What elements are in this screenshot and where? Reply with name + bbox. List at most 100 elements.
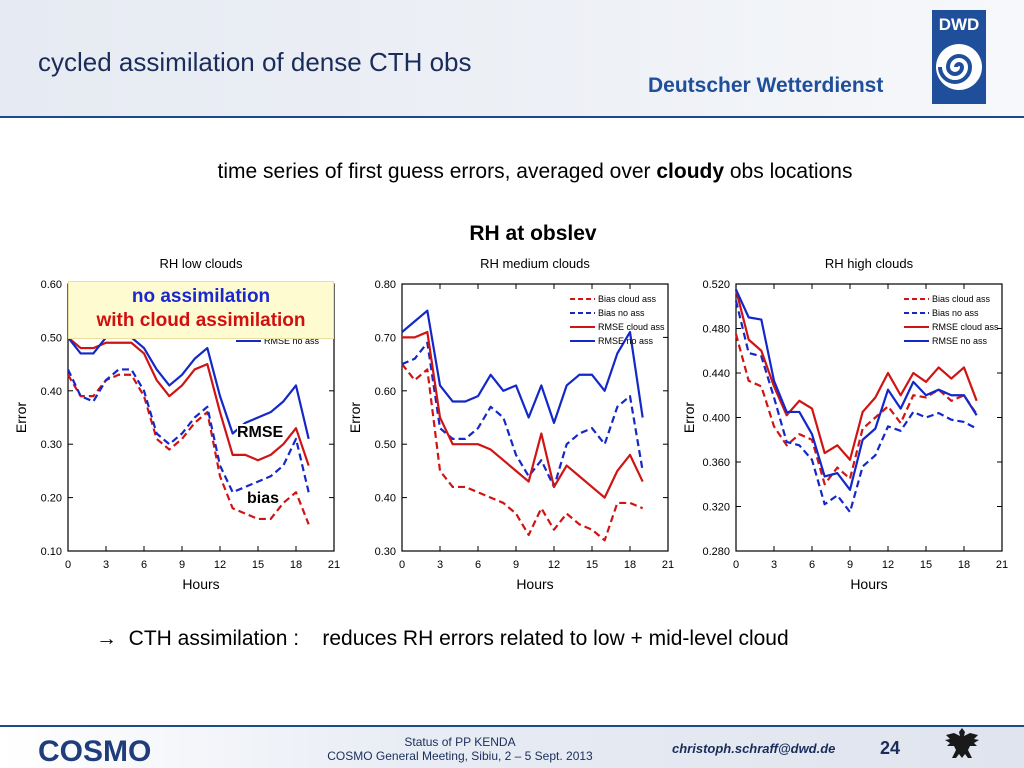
x-tick-label: 0 <box>65 559 71 571</box>
y-tick-label: 0.520 <box>702 279 730 291</box>
chart-title: RH low clouds <box>159 256 243 271</box>
x-tick-label: 9 <box>847 559 853 571</box>
y-axis-label: Error <box>681 402 697 433</box>
page-number: 24 <box>880 738 901 758</box>
y-tick-label: 0.30 <box>375 546 396 558</box>
x-tick-label: 6 <box>475 559 481 571</box>
cosmo-logo-text: COSMO <box>38 735 151 765</box>
chart-title: RH medium clouds <box>480 256 590 271</box>
y-tick-label: 0.40 <box>375 493 396 505</box>
slide-title: cycled assimilation of dense CTH obs <box>38 47 472 77</box>
legend-label: Bias no ass <box>932 308 979 318</box>
x-tick-label: 21 <box>328 559 340 571</box>
x-tick-label: 9 <box>179 559 185 571</box>
y-tick-label: 0.80 <box>375 279 396 291</box>
x-tick-label: 6 <box>141 559 147 571</box>
subtitle-post: obs locations <box>724 160 853 183</box>
y-tick-label: 0.40 <box>41 386 62 398</box>
y-tick-label: 0.280 <box>702 546 730 558</box>
series-rmse-no-ass <box>401 309 644 424</box>
subtitle: time series of first guess errors, avera… <box>0 160 1024 184</box>
subtitle-pre: time series of first guess errors, avera… <box>217 160 657 183</box>
x-tick-label: 12 <box>882 559 894 571</box>
y-axis-label: Error <box>13 402 29 433</box>
rmse-annotation: RMSE <box>237 424 284 442</box>
y-tick-label: 0.440 <box>702 368 730 380</box>
series-bias-cloud-ass <box>734 333 978 486</box>
x-tick-label: 6 <box>809 559 815 571</box>
x-axis-label: Hours <box>850 576 887 592</box>
section-title: RH at obslev <box>469 222 597 245</box>
series-rmse-cloud-ass <box>67 336 310 466</box>
plot-frame <box>401 283 669 552</box>
conclusion-body: CTH assimilation : reduces RH errors rel… <box>117 627 789 650</box>
legend-label: RMSE cloud ass <box>598 322 665 332</box>
legend-label: RMSE no ass <box>598 336 654 346</box>
y-tick-label: 0.20 <box>41 493 62 505</box>
arrow-icon: → <box>96 627 117 650</box>
footer-bar <box>0 727 1024 768</box>
x-tick-label: 3 <box>103 559 109 571</box>
series-bias-no-ass <box>401 341 644 489</box>
x-tick-label: 21 <box>662 559 674 571</box>
chart-rh-medium-clouds: RH medium clouds 0.30 0.40 0.50 0.60 0.70 0.80… <box>347 256 674 592</box>
bias-annotation: bias <box>247 490 280 507</box>
footer-info: Status of PP KENDA COSMO General Meeting… <box>210 735 710 763</box>
assimilation-legend-box: no assimilation with cloud assimilation <box>68 281 334 339</box>
x-tick-label: 18 <box>958 559 970 571</box>
legend-with-assimilation: with cloud assimilation <box>96 310 306 331</box>
y-tick-label: 0.60 <box>375 386 396 398</box>
x-axis-label: Hours <box>182 576 219 592</box>
footer-divider <box>0 725 1024 727</box>
legend-label: Bias cloud ass <box>598 294 657 304</box>
cosmo-logo: COSMO <box>38 735 151 765</box>
x-tick-label: 0 <box>399 559 405 571</box>
y-tick-label: 0.50 <box>41 332 62 344</box>
x-tick-label: 18 <box>624 559 636 571</box>
legend-label: RMSE no ass <box>264 336 320 346</box>
brand-name: Deutscher Wetterdienst <box>648 74 884 97</box>
chart-rh-high-clouds: RH high clouds 0.280 0.320 0.360 0.400 0.440 0… <box>681 256 1008 592</box>
y-tick-label: 0.360 <box>702 457 730 469</box>
y-tick-label: 0.10 <box>41 546 62 558</box>
legend-no-assimilation: no assimilation <box>131 286 271 307</box>
dwd-logo-text: DWD <box>939 15 980 34</box>
y-tick-label: 0.320 <box>702 502 730 514</box>
y-tick-label: 0.70 <box>375 332 396 344</box>
author-email: christoph.schraff@dwd.de <box>672 741 836 756</box>
y-tick-label: 0.30 <box>41 439 62 451</box>
x-axis-label: Hours <box>516 576 553 592</box>
y-tick-label: 0.400 <box>702 413 730 425</box>
series-bias-cloud-ass <box>401 363 644 542</box>
y-tick-label: 0.60 <box>41 279 62 291</box>
x-tick-label: 18 <box>290 559 302 571</box>
x-tick-label: 3 <box>771 559 777 571</box>
x-tick-label: 0 <box>733 559 739 571</box>
conclusion-text: → CTH assimilation : reduces RH errors r… <box>96 627 789 651</box>
header-divider <box>0 116 1024 118</box>
legend-label: RMSE cloud ass <box>932 322 999 332</box>
x-tick-label: 9 <box>513 559 519 571</box>
legend-label: Bias no ass <box>598 308 645 318</box>
x-tick-label: 12 <box>214 559 226 571</box>
x-tick-label: 12 <box>548 559 560 571</box>
legend-label: Bias cloud ass <box>932 294 991 304</box>
legend-label: RMSE no ass <box>932 336 988 346</box>
series-rmse-cloud-ass <box>402 330 644 499</box>
x-tick-label: 15 <box>252 559 264 571</box>
x-tick-label: 15 <box>920 559 932 571</box>
x-tick-label: 15 <box>586 559 598 571</box>
chart-title: RH high clouds <box>825 256 914 271</box>
eagle-emblem-icon <box>945 728 979 758</box>
series-bias-no-ass <box>734 300 978 514</box>
series-rmse-no-ass <box>734 289 978 491</box>
series-rmse-cloud-ass <box>734 289 978 461</box>
y-tick-label: 0.480 <box>702 324 730 336</box>
y-tick-label: 0.50 <box>375 439 396 451</box>
series-bias-no-ass <box>67 368 310 494</box>
y-axis-label: Error <box>347 402 363 433</box>
footer-line2: COSMO General Meeting, Sibiu, 2 – 5 Sept… <box>327 749 593 763</box>
x-tick-label: 21 <box>996 559 1008 571</box>
dwd-logo: DWD <box>932 10 986 104</box>
